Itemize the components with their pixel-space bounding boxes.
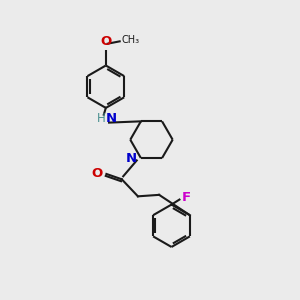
Text: F: F bbox=[182, 191, 191, 204]
Text: H: H bbox=[97, 112, 105, 125]
Text: N: N bbox=[106, 112, 117, 125]
Text: O: O bbox=[100, 35, 112, 48]
Text: CH₃: CH₃ bbox=[122, 35, 140, 46]
Text: O: O bbox=[92, 167, 103, 180]
Text: N: N bbox=[126, 152, 137, 165]
